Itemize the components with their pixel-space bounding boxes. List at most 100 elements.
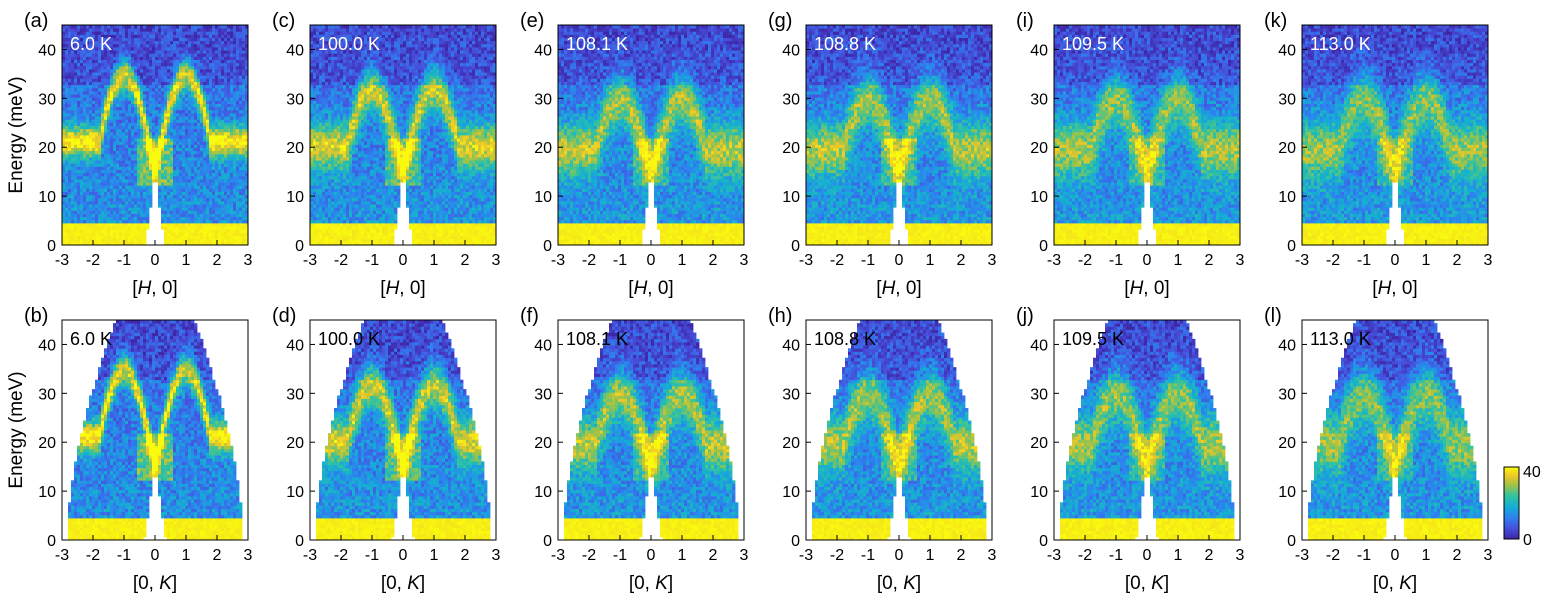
temperature-label: 113.0 K (1310, 329, 1371, 349)
y-tick-label: 30 (1278, 386, 1296, 403)
x-axis-label: [H, 0] (380, 278, 425, 299)
temperature-label: 113.0 K (1310, 34, 1371, 54)
y-tick-label: 10 (782, 189, 800, 206)
y-tick-label: 0 (1039, 533, 1048, 550)
y-tick-label: 30 (1030, 91, 1048, 108)
y-tick-label: 40 (38, 337, 56, 354)
x-tick-label: -1 (1109, 252, 1123, 269)
temperature-label: 100.0 K (318, 34, 380, 54)
y-tick-label: 30 (1030, 386, 1048, 403)
x-tick-label: 1 (678, 252, 687, 269)
x-tick-label: 1 (926, 252, 935, 269)
x-tick-label: 3 (492, 252, 501, 269)
y-tick-label: 30 (534, 91, 552, 108)
y-tick-label: 20 (286, 140, 304, 157)
x-tick-label: 1 (430, 547, 439, 564)
x-tick-label: -1 (1357, 547, 1371, 564)
x-tick-label: -2 (86, 252, 100, 269)
x-tick-label: 3 (1484, 252, 1493, 269)
temperature-label: 108.8 K (814, 34, 876, 54)
y-tick-label: 10 (782, 484, 800, 501)
heatmap-cells (316, 320, 490, 540)
panel-label: (d) (272, 305, 296, 327)
x-axis-label: [0, K] (1373, 573, 1417, 594)
x-tick-label: 2 (709, 547, 718, 564)
y-tick-label: 10 (1030, 189, 1048, 206)
y-tick-label: 40 (1278, 42, 1296, 59)
temperature-label: 100.0 K (318, 329, 380, 349)
y-tick-label: 20 (1278, 140, 1296, 157)
y-tick-label: 10 (534, 484, 552, 501)
x-tick-label: -1 (1357, 252, 1371, 269)
colorbar-max-label: 40 (1523, 464, 1541, 481)
y-tick-label: 30 (782, 386, 800, 403)
y-tick-label: 30 (1278, 91, 1296, 108)
temperature-label: 108.8 K (814, 329, 876, 349)
x-tick-label: -1 (365, 252, 379, 269)
heatmap-cells (1302, 25, 1488, 245)
x-tick-label: 2 (1205, 252, 1214, 269)
y-tick-label: 30 (534, 386, 552, 403)
x-tick-label: 2 (461, 252, 470, 269)
x-tick-label: 2 (213, 252, 222, 269)
x-tick-label: 1 (1174, 547, 1183, 564)
x-axis-label: [0, K] (629, 573, 673, 594)
x-tick-label: 1 (182, 252, 191, 269)
x-tick-label: 1 (182, 547, 191, 564)
y-tick-label: 0 (791, 533, 800, 550)
x-tick-label: 0 (895, 252, 904, 269)
y-tick-label: 10 (38, 189, 56, 206)
x-tick-label: 0 (151, 252, 160, 269)
y-tick-label: 40 (534, 42, 552, 59)
x-tick-label: 2 (957, 547, 966, 564)
x-axis-label: [0, K] (1125, 573, 1169, 594)
x-tick-label: -3 (551, 252, 565, 269)
x-tick-label: -3 (55, 252, 69, 269)
y-tick-label: 10 (38, 484, 56, 501)
y-tick-label: 20 (1030, 435, 1048, 452)
heatmap-cells (1054, 25, 1240, 245)
x-tick-label: -2 (86, 547, 100, 564)
x-tick-label: -1 (861, 252, 875, 269)
x-tick-label: 2 (957, 252, 966, 269)
x-tick-label: 3 (244, 252, 253, 269)
colorbar-min-label: 0 (1523, 532, 1532, 549)
y-tick-label: 20 (1278, 435, 1296, 452)
x-tick-label: 1 (1174, 252, 1183, 269)
x-tick-label: 0 (1143, 252, 1152, 269)
y-tick-label: 40 (1030, 337, 1048, 354)
figure: -3 -2 -1 0 1 2 3010203040[H, 0]Energy (meV)(a)… (0, 0, 1550, 600)
y-tick-label: 40 (1278, 337, 1296, 354)
x-tick-label: 0 (1143, 547, 1152, 564)
x-tick-label: 2 (461, 547, 470, 564)
x-tick-label: -2 (1078, 252, 1092, 269)
x-tick-label: -3 (551, 547, 565, 564)
x-tick-label: -3 (799, 547, 813, 564)
panel-label: (f) (520, 305, 539, 327)
x-tick-label: 1 (1422, 252, 1431, 269)
x-tick-label: 0 (1391, 547, 1400, 564)
x-tick-label: 3 (988, 252, 997, 269)
x-tick-label: -3 (1295, 547, 1309, 564)
x-tick-label: -1 (365, 547, 379, 564)
temperature-label: 109.5 K (1062, 34, 1124, 54)
x-tick-label: 3 (740, 547, 749, 564)
heatmap-cells (68, 320, 242, 540)
x-tick-label: -2 (334, 252, 348, 269)
panel-label: (l) (1264, 305, 1282, 327)
x-tick-label: -3 (799, 252, 813, 269)
heatmap-cells (1308, 320, 1482, 540)
y-tick-label: 0 (1287, 533, 1296, 550)
x-tick-label: 0 (151, 547, 160, 564)
y-tick-label: 0 (47, 238, 56, 255)
x-tick-label: 1 (430, 252, 439, 269)
y-tick-label: 20 (1030, 140, 1048, 157)
temperature-label: 6.0 K (70, 329, 112, 349)
temperature-label: 109.5 K (1062, 329, 1124, 349)
y-tick-label: 40 (286, 337, 304, 354)
